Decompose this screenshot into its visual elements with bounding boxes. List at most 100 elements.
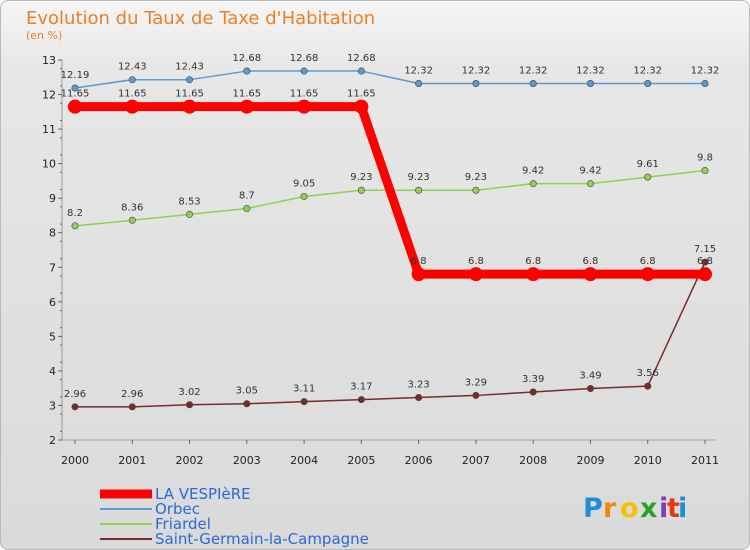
x-tick-label: 2000 <box>61 454 89 467</box>
data-label: 11.65 <box>347 89 376 100</box>
data-point <box>701 167 709 175</box>
data-point <box>354 99 369 114</box>
data-label: 9.42 <box>522 166 544 177</box>
x-tick-label: 2006 <box>405 454 433 467</box>
data-point <box>701 79 709 87</box>
data-label: 2.96 <box>64 389 86 400</box>
data-label: 6.8 <box>411 256 427 267</box>
logo-letter: i <box>659 493 668 524</box>
logo-letter: t <box>667 493 680 524</box>
data-label: 3.39 <box>522 374 544 385</box>
logo-letter: r <box>603 493 617 524</box>
logo-letter: P <box>583 493 603 524</box>
data-point <box>71 403 79 411</box>
data-point <box>529 388 537 396</box>
data-point <box>186 76 194 84</box>
legend-label: Friardel <box>155 515 211 533</box>
y-tick-label: 2 <box>49 434 56 447</box>
x-tick-label: 2004 <box>290 454 318 467</box>
legend-label: LA VESPIèRE <box>155 485 251 503</box>
data-point <box>468 267 483 282</box>
x-tick-label: 2003 <box>233 454 261 467</box>
y-tick-label: 9 <box>49 192 56 205</box>
data-label: 3.11 <box>293 384 315 395</box>
data-label: 9.05 <box>293 178 315 189</box>
data-point <box>357 396 365 404</box>
data-point <box>644 173 652 181</box>
data-point <box>472 79 480 87</box>
data-point <box>415 79 423 87</box>
y-tick-label: 8 <box>49 227 56 240</box>
x-tick-label: 2008 <box>519 454 547 467</box>
series-labels-3: 2.96 2.96 3.02 3.05 3.11 3.17 3.23 3.29 3.39 3.49… <box>64 244 716 400</box>
data-point <box>529 180 537 188</box>
x-tick-label: 2002 <box>176 454 204 467</box>
y-tick-label: 4 <box>49 365 56 378</box>
data-label: 8.7 <box>239 191 255 202</box>
data-label: 12.68 <box>232 53 261 64</box>
data-label: 12.68 <box>290 53 319 64</box>
series-line <box>70 102 710 279</box>
data-point <box>243 67 251 75</box>
data-label: 3.17 <box>350 382 372 393</box>
x-tick-label: 2011 <box>691 454 719 467</box>
data-label: 9.23 <box>465 172 487 183</box>
data-label: 9.23 <box>350 172 372 183</box>
x-tick-label: 2007 <box>462 454 490 467</box>
y-tick-label: 12 <box>42 89 56 102</box>
logo-letter: x <box>640 493 657 524</box>
series-0 <box>68 99 712 282</box>
data-label: 6.8 <box>468 256 484 267</box>
series-layer: 11.65 11.65 11.65 11.65 11.65 11.65 6.8 6.8 6.8 6… <box>61 53 720 411</box>
data-label: 11.65 <box>61 89 90 100</box>
data-label: 3.49 <box>579 371 601 382</box>
data-label: 3.56 <box>637 368 659 379</box>
data-point <box>701 258 709 266</box>
data-label: 3.23 <box>408 380 430 391</box>
data-label: 11.65 <box>118 89 147 100</box>
y-tick-label: 3 <box>49 399 56 412</box>
data-point <box>68 99 82 114</box>
data-point <box>586 180 594 188</box>
data-label: 8.2 <box>67 208 83 219</box>
data-label: 12.32 <box>519 65 548 76</box>
y-tick-label: 11 <box>42 123 56 136</box>
data-label: 12.32 <box>404 65 433 76</box>
data-label: 3.29 <box>465 377 487 388</box>
data-point <box>239 99 254 114</box>
legend-item-3: Saint-Germain-la-Campagne <box>100 530 369 548</box>
series-1 <box>71 67 709 92</box>
chart-subtitle: (en %) <box>26 29 62 42</box>
series-line <box>74 261 706 408</box>
data-point <box>182 99 197 114</box>
data-label: 2.96 <box>121 389 143 400</box>
data-point <box>472 391 480 399</box>
data-label: 12.19 <box>61 70 90 81</box>
data-label: 8.53 <box>178 196 200 207</box>
y-tick-label: 7 <box>49 261 56 274</box>
data-point <box>125 99 140 114</box>
x-tick-label: 2005 <box>347 454 375 467</box>
y-tick-label: 13 <box>42 54 56 67</box>
data-point <box>357 67 365 75</box>
data-label: 8.36 <box>121 202 143 213</box>
legend-item-2: Friardel <box>100 515 211 533</box>
data-label: 9.61 <box>637 159 659 170</box>
y-tick-label: 5 <box>49 330 56 343</box>
data-label: 12.32 <box>691 65 720 76</box>
data-label: 12.32 <box>576 65 605 76</box>
data-point <box>300 398 308 406</box>
data-point <box>586 79 594 87</box>
series-labels-0: 11.65 11.65 11.65 11.65 11.65 11.65 6.8 6.8 6.8 6… <box>61 89 713 268</box>
x-tick-label: 2009 <box>576 454 604 467</box>
series-line <box>74 70 706 89</box>
data-point <box>526 267 541 282</box>
data-point <box>586 385 594 393</box>
data-label: 11.65 <box>175 89 204 100</box>
y-tick-label: 6 <box>49 296 56 309</box>
data-point <box>297 99 312 114</box>
data-label: 12.32 <box>633 65 662 76</box>
legend-item-0: LA VESPIèRE <box>100 485 251 503</box>
